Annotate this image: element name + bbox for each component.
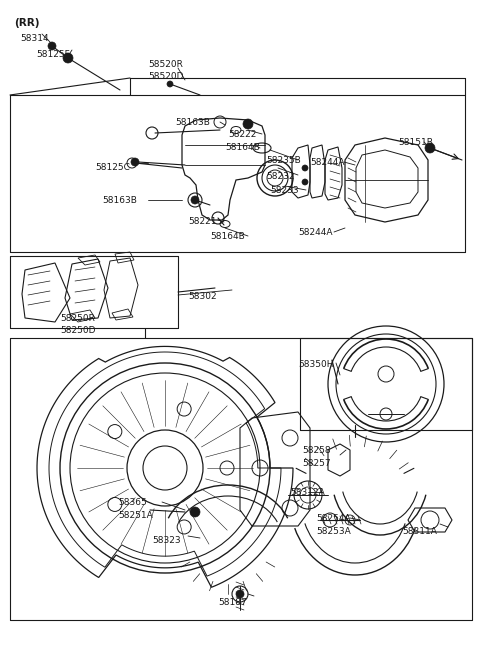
Text: 58151B: 58151B xyxy=(398,138,433,147)
Circle shape xyxy=(167,81,173,87)
Text: 58302: 58302 xyxy=(188,292,216,301)
Circle shape xyxy=(48,42,56,50)
Text: 58311A: 58311A xyxy=(402,527,437,536)
Text: 58250R: 58250R xyxy=(60,314,95,323)
Text: 58251A: 58251A xyxy=(118,511,153,520)
Text: 58164B: 58164B xyxy=(210,232,245,241)
Text: 58258: 58258 xyxy=(302,446,331,455)
Text: 58233: 58233 xyxy=(270,186,299,195)
Text: 58244A: 58244A xyxy=(298,228,333,237)
Circle shape xyxy=(191,196,199,204)
Text: 58253A: 58253A xyxy=(316,527,351,536)
Text: 58235B: 58235B xyxy=(266,156,301,165)
Text: 58312A: 58312A xyxy=(290,488,325,497)
Text: 58222: 58222 xyxy=(228,130,256,139)
Text: 58350H: 58350H xyxy=(298,360,334,369)
Text: 58163B: 58163B xyxy=(175,118,210,127)
Circle shape xyxy=(190,507,200,517)
Text: 58163B: 58163B xyxy=(102,196,137,205)
Text: 58164B: 58164B xyxy=(225,143,260,152)
Text: 58520D: 58520D xyxy=(148,72,183,81)
Text: 58221: 58221 xyxy=(188,217,216,226)
Text: 58250D: 58250D xyxy=(60,326,96,335)
Text: (RR): (RR) xyxy=(14,18,39,28)
Circle shape xyxy=(302,179,308,185)
Circle shape xyxy=(243,119,253,129)
Text: 58365: 58365 xyxy=(118,498,147,507)
Circle shape xyxy=(236,590,244,598)
Text: 58232: 58232 xyxy=(266,172,295,181)
Circle shape xyxy=(131,158,139,166)
Text: 58244A: 58244A xyxy=(310,158,345,167)
Circle shape xyxy=(302,165,308,171)
Text: 58520R: 58520R xyxy=(148,60,183,69)
Text: 58254A: 58254A xyxy=(316,514,350,523)
Text: 58125C: 58125C xyxy=(95,163,130,172)
Text: 58323: 58323 xyxy=(152,536,180,545)
Circle shape xyxy=(425,143,435,153)
Text: 58314: 58314 xyxy=(20,34,48,43)
Text: 58187: 58187 xyxy=(218,598,247,607)
Circle shape xyxy=(63,53,73,63)
Text: 58257: 58257 xyxy=(302,459,331,468)
Text: 58125F: 58125F xyxy=(36,50,70,59)
